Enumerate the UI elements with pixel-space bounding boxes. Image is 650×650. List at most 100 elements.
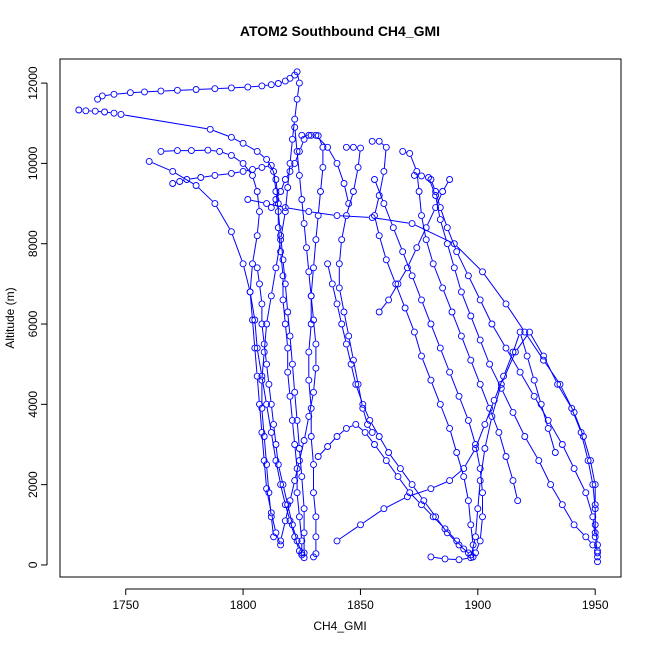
- data-point: [227, 84, 235, 92]
- series-line: [374, 143, 474, 554]
- data-point: [110, 90, 118, 98]
- data-point: [298, 131, 306, 139]
- data-point: [260, 348, 268, 356]
- data-point: [479, 489, 486, 497]
- data-point: [427, 553, 435, 561]
- data-point: [554, 380, 562, 388]
- data-point: [274, 224, 282, 232]
- data-series: [298, 131, 327, 561]
- data-point: [396, 465, 404, 473]
- data-point: [540, 352, 547, 360]
- data-point: [413, 244, 421, 252]
- data-point: [288, 416, 296, 424]
- data-point: [418, 352, 425, 360]
- data-point: [436, 204, 444, 212]
- data-point: [349, 143, 357, 151]
- data-point: [284, 501, 292, 509]
- data-point: [589, 513, 597, 521]
- data-point: [349, 188, 357, 195]
- data-point: [286, 392, 294, 400]
- data-point: [277, 481, 285, 489]
- data-point: [441, 555, 449, 563]
- data-point: [432, 204, 440, 212]
- data-point: [502, 300, 510, 308]
- data-point: [488, 412, 496, 420]
- data-point: [375, 137, 383, 145]
- data-point: [253, 344, 261, 352]
- data-point: [305, 208, 313, 216]
- data-point: [359, 400, 367, 408]
- data-point: [258, 376, 266, 384]
- data-point: [75, 106, 83, 114]
- x-tick-label: 1750: [112, 598, 139, 612]
- data-point: [535, 457, 543, 465]
- data-point: [293, 95, 301, 103]
- data-series: [333, 328, 559, 545]
- data-point: [418, 501, 425, 509]
- data-point: [497, 384, 505, 392]
- data-point: [509, 477, 517, 485]
- data-point: [314, 132, 322, 140]
- data-point: [523, 352, 531, 360]
- data-point: [312, 533, 320, 541]
- data-point: [281, 517, 289, 525]
- data-point: [464, 416, 472, 424]
- data-point: [298, 196, 306, 203]
- data-point: [281, 208, 289, 216]
- data-point: [359, 404, 367, 412]
- data-point: [333, 159, 341, 167]
- data-point: [206, 125, 214, 133]
- data-point: [443, 529, 451, 537]
- data-point: [298, 549, 306, 557]
- data-point: [258, 428, 266, 436]
- data-point: [253, 232, 261, 240]
- data-point: [457, 288, 465, 296]
- data-point: [293, 68, 301, 76]
- data-point: [291, 388, 299, 396]
- x-tick-label: 1850: [347, 598, 374, 612]
- data-point: [295, 171, 303, 179]
- data-point: [274, 461, 282, 469]
- data-point: [277, 232, 285, 240]
- data-point: [249, 260, 256, 268]
- data-point: [227, 151, 235, 159]
- data-point: [91, 107, 99, 115]
- data-point: [570, 521, 578, 529]
- data-point: [263, 461, 271, 469]
- series-line: [305, 134, 324, 551]
- data-point: [537, 400, 545, 408]
- data-point: [258, 163, 266, 171]
- data-point: [476, 477, 484, 485]
- data-series: [75, 106, 308, 562]
- data-point: [300, 549, 308, 557]
- data-point: [272, 457, 280, 465]
- series-line: [257, 271, 301, 550]
- data-point: [502, 453, 510, 460]
- data-point: [415, 188, 423, 195]
- y-axis: 0 2000 4000 6000 8000 10000 12000: [26, 66, 48, 568]
- data-point: [380, 200, 388, 208]
- data-point: [258, 320, 266, 328]
- data-point: [446, 477, 454, 485]
- data-point: [406, 489, 414, 497]
- data-point: [157, 87, 165, 95]
- data-point: [286, 517, 294, 525]
- data-point: [183, 176, 191, 183]
- data-point: [260, 457, 268, 465]
- data-point: [293, 537, 301, 545]
- data-point: [335, 260, 343, 268]
- data-point: [267, 81, 275, 89]
- data-point: [295, 513, 303, 521]
- data-point: [291, 441, 299, 448]
- series-line: [280, 130, 317, 538]
- data-point: [295, 147, 303, 155]
- data-point: [256, 280, 263, 288]
- x-tick-label: 1800: [230, 598, 257, 612]
- y-axis-label: Altitude (m): [3, 287, 17, 348]
- data-point: [551, 449, 559, 456]
- data-point: [413, 167, 421, 175]
- data-point: [295, 457, 303, 465]
- x-axis: 1750 1800 1850 1900 1950: [112, 588, 609, 612]
- data-point: [272, 196, 280, 203]
